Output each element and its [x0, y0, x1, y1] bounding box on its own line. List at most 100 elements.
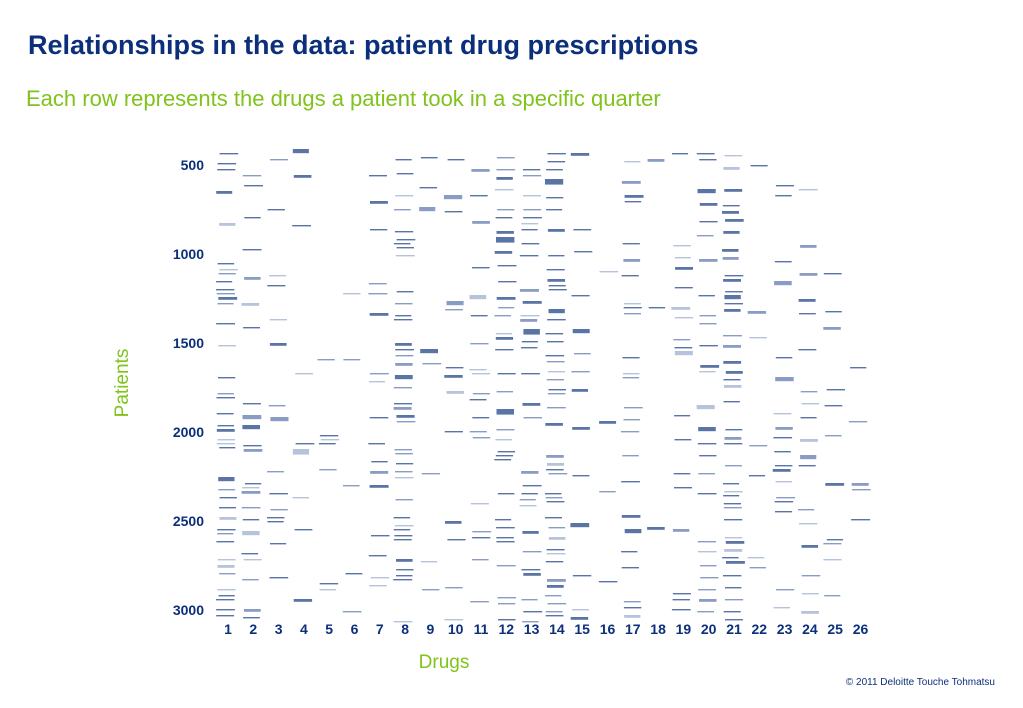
prescription-mark	[470, 195, 488, 197]
prescription-mark	[672, 153, 689, 155]
prescription-mark	[216, 615, 235, 617]
prescription-mark	[370, 471, 389, 474]
x-tick-label: 9	[426, 621, 435, 637]
prescription-mark	[395, 255, 415, 257]
prescription-mark	[546, 197, 564, 199]
y-tick-label: 2500	[172, 513, 204, 530]
prescription-mark	[219, 269, 238, 271]
prescription-mark	[725, 291, 743, 293]
prescription-mark	[725, 219, 744, 222]
prescription-mark	[698, 589, 716, 591]
prescription-mark	[798, 349, 817, 351]
prescription-mark	[700, 365, 720, 368]
prescription-mark	[674, 347, 693, 349]
prescription-mark	[394, 449, 412, 451]
prescription-mark	[546, 585, 564, 588]
drug-column-2	[241, 175, 263, 619]
drug-column-14	[545, 153, 568, 617]
prescription-mark	[342, 611, 362, 613]
prescription-mark	[242, 403, 261, 405]
prescription-mark	[700, 577, 719, 579]
prescription-mark	[519, 499, 536, 501]
prescription-mark	[671, 609, 691, 611]
prescription-mark	[498, 281, 517, 283]
prescription-mark	[723, 361, 742, 364]
prescription-mark	[673, 473, 691, 475]
prescription-mark	[623, 419, 641, 421]
prescription-mark	[599, 271, 619, 273]
prescription-mark	[726, 561, 745, 564]
prescription-mark	[267, 517, 285, 519]
x-tick-label: 22	[751, 621, 768, 637]
prescription-mark	[545, 497, 563, 499]
prescription-mark	[570, 617, 589, 620]
prescription-mark	[445, 521, 462, 524]
prescription-mark	[245, 483, 262, 485]
prescription-mark	[545, 423, 563, 426]
prescription-mark	[799, 273, 818, 276]
drug-column-25	[823, 273, 845, 597]
prescription-mark	[343, 293, 361, 295]
prescription-mark	[775, 589, 795, 591]
prescription-mark	[723, 167, 740, 170]
prescription-mark	[699, 455, 717, 457]
prescription-mark	[396, 291, 414, 293]
x-tick-label: 26	[852, 621, 869, 637]
prescription-mark	[801, 545, 818, 548]
prescription-mark	[345, 573, 363, 575]
prescription-mark	[495, 217, 513, 219]
prescription-mark	[393, 579, 413, 581]
prescription-mark	[723, 379, 741, 381]
prescription-mark	[219, 517, 237, 520]
drug-column-9	[419, 157, 442, 591]
prescription-mark	[774, 501, 794, 503]
prescription-mark	[242, 249, 262, 251]
prescription-mark	[420, 561, 438, 563]
prescription-mark	[443, 195, 463, 200]
prescription-mark	[546, 553, 566, 555]
drug-column-26	[848, 367, 871, 521]
prescription-mark	[548, 537, 566, 540]
prescription-mark	[218, 273, 236, 275]
prescription-mark	[724, 189, 743, 192]
prescription-mark	[419, 187, 438, 189]
prescription-mark	[368, 283, 387, 285]
prescription-mark	[673, 245, 691, 247]
prescription-mark	[243, 559, 262, 561]
prescription-mark	[267, 471, 284, 473]
prescription-mark	[674, 439, 692, 441]
prescription-mark	[523, 169, 541, 171]
prescription-mark	[244, 185, 263, 187]
prescription-mark	[547, 393, 566, 395]
y-axis-label: Patients	[112, 348, 133, 418]
drug-column-20	[696, 153, 720, 613]
prescription-mark	[217, 263, 235, 265]
prescription-mark	[773, 607, 790, 609]
prescription-mark	[723, 611, 741, 613]
prescription-mark	[393, 517, 411, 519]
prescription-mark	[725, 371, 743, 374]
drug-column-16	[598, 271, 619, 583]
prescription-mark	[318, 443, 336, 445]
prescription-mark	[724, 443, 743, 445]
prescription-mark	[545, 333, 564, 335]
prescription-mark	[725, 619, 743, 621]
prescription-mark	[724, 491, 743, 493]
prescription-mark	[671, 307, 691, 310]
prescription-mark	[697, 189, 716, 194]
prescription-mark	[395, 343, 412, 346]
prescription-mark	[217, 533, 234, 535]
prescription-mark	[572, 475, 590, 477]
prescription-mark	[775, 465, 793, 467]
prescription-mark	[522, 485, 542, 487]
prescription-mark	[343, 359, 361, 361]
prescription-mark	[242, 175, 262, 177]
prescription-mark	[521, 569, 541, 571]
prescription-mark	[548, 285, 566, 287]
prescription-mark	[599, 491, 616, 493]
prescription-mark	[622, 377, 640, 379]
prescription-mark	[548, 389, 566, 391]
prescription-mark	[723, 575, 742, 577]
prescription-mark	[623, 307, 642, 309]
prescription-mark	[472, 537, 491, 539]
